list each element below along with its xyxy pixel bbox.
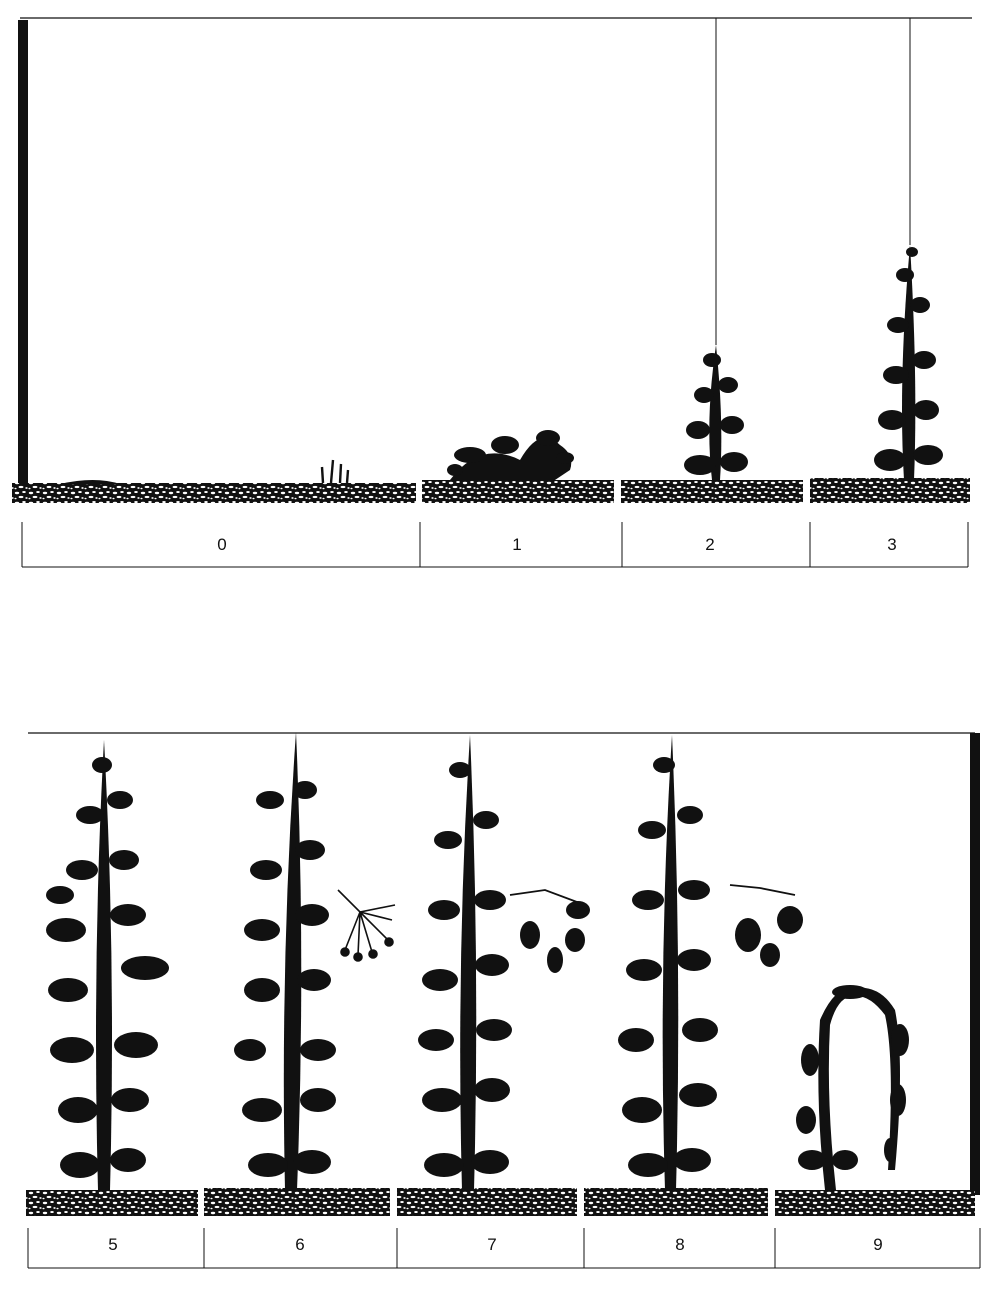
bottom-row-panel: 5 6 7 8 9 [26,732,981,1269]
ripe-cone-detail-stage-8 [729,884,803,967]
stage-label-9: 9 [873,1235,882,1254]
plant-stage-6 [234,732,336,1190]
stage-label-1: 1 [512,535,521,554]
plant-stage-8 [618,735,718,1190]
stage-label-5: 5 [108,1235,117,1254]
soil-strip-top [12,478,970,503]
top-row-panel: 0 1 2 3 [12,17,972,568]
plant-stage-3 [874,245,943,480]
top-pole [18,20,28,484]
plant-stage-2 [684,345,748,480]
stage-scale-top [21,522,969,568]
stage-label-0: 0 [217,535,226,554]
flower-detail-stage-6 [337,889,396,962]
soil-strip-bottom [26,1188,975,1216]
cone-detail-stage-7 [509,889,590,973]
plant-stage-1 [447,430,574,480]
stage-scale-bottom [27,1228,981,1269]
plant-stage-0 [320,459,350,484]
stage-label-6: 6 [295,1235,304,1254]
stage-label-3: 3 [887,535,896,554]
stage-label-7: 7 [487,1235,496,1254]
plant-stage-5 [46,740,169,1190]
bottom-pole [970,733,980,1195]
stage-label-8: 8 [675,1235,684,1254]
stage-label-2: 2 [705,535,714,554]
plant-stage-7 [418,735,512,1190]
plant-stage-9 [796,985,909,1190]
